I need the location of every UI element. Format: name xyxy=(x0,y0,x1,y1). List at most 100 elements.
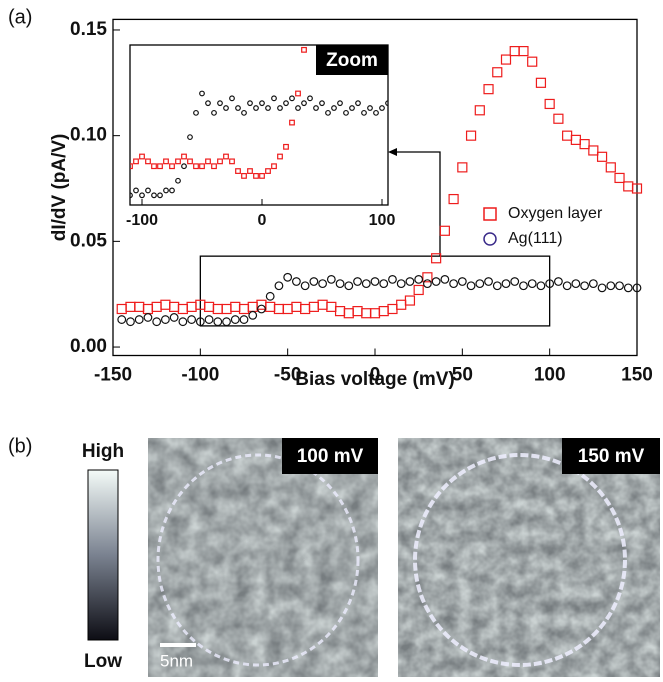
marker xyxy=(241,109,247,116)
inset-x-tick-label: 0 xyxy=(258,212,267,229)
marker xyxy=(562,130,573,141)
marker xyxy=(169,301,180,312)
x-tick-label: 100 xyxy=(534,365,566,386)
marker xyxy=(271,163,277,170)
marker xyxy=(259,173,265,179)
marker xyxy=(145,158,151,165)
marker xyxy=(605,162,616,173)
inset-title-box xyxy=(316,45,388,75)
marker xyxy=(181,153,187,160)
marker xyxy=(248,310,258,320)
marker xyxy=(413,284,424,296)
colorbar xyxy=(87,469,119,641)
marker xyxy=(596,151,608,162)
marker xyxy=(378,306,389,317)
arrow-head xyxy=(388,148,397,156)
marker xyxy=(133,187,139,194)
marker xyxy=(295,105,301,111)
marker xyxy=(229,95,235,102)
marker xyxy=(273,303,285,315)
marker xyxy=(318,279,328,289)
marker xyxy=(271,95,277,102)
marker xyxy=(588,145,599,156)
marker xyxy=(396,279,406,289)
marker xyxy=(500,54,512,65)
marker xyxy=(369,308,381,319)
marker xyxy=(139,192,145,199)
marker xyxy=(292,277,301,286)
marker xyxy=(431,253,442,264)
marker xyxy=(217,158,223,165)
marker xyxy=(300,281,310,291)
marker xyxy=(301,100,307,107)
marker xyxy=(361,308,372,319)
marker xyxy=(157,163,163,170)
marker xyxy=(325,109,331,116)
marker xyxy=(239,315,249,324)
marker xyxy=(579,139,590,150)
legend-marker xyxy=(483,207,497,221)
y-tick-label: 0.05 xyxy=(70,230,107,251)
marker xyxy=(385,100,388,107)
marker xyxy=(235,105,241,111)
marker xyxy=(465,130,477,141)
marker xyxy=(187,158,193,165)
stm-texture xyxy=(398,438,660,677)
marker xyxy=(545,279,555,289)
marker xyxy=(291,301,302,312)
marker xyxy=(247,168,253,174)
marker xyxy=(527,56,538,67)
marker xyxy=(213,317,223,327)
marker xyxy=(223,153,229,160)
marker xyxy=(175,158,181,165)
marker xyxy=(265,168,271,174)
marker xyxy=(211,109,217,116)
marker xyxy=(169,313,179,322)
marker xyxy=(334,306,346,317)
marker xyxy=(230,315,240,324)
scale-bar-label: 5nm xyxy=(160,651,193,670)
marker xyxy=(536,281,546,291)
label-box xyxy=(282,438,378,474)
marker xyxy=(223,105,229,111)
x-tick-label: -100 xyxy=(181,365,219,386)
island-edge xyxy=(413,453,627,667)
marker xyxy=(241,173,247,179)
marker xyxy=(282,303,293,315)
marker xyxy=(152,317,162,327)
marker xyxy=(337,100,343,107)
x-tick-label: 50 xyxy=(452,365,473,386)
marker xyxy=(349,105,355,111)
x-tick-label: 150 xyxy=(621,365,653,386)
marker xyxy=(388,275,397,284)
label-box xyxy=(562,438,660,474)
marker xyxy=(151,163,157,170)
panel-label: (a) xyxy=(8,6,32,28)
marker xyxy=(457,277,467,286)
x-axis-label: Bias voltage (mV) xyxy=(295,369,454,390)
marker xyxy=(212,303,223,315)
marker xyxy=(265,105,271,111)
marker xyxy=(631,183,643,194)
marker xyxy=(229,158,235,165)
stm-texture xyxy=(148,438,378,677)
marker xyxy=(134,315,144,324)
marker xyxy=(247,301,258,312)
marker xyxy=(553,113,564,124)
marker xyxy=(203,301,215,312)
marker xyxy=(300,303,311,315)
marker xyxy=(308,301,319,312)
marker xyxy=(235,168,241,174)
marker xyxy=(125,301,136,312)
marker xyxy=(295,90,301,97)
marker xyxy=(387,303,398,315)
marker xyxy=(151,192,157,199)
marker xyxy=(422,272,433,283)
marker xyxy=(151,301,162,312)
marker xyxy=(361,109,367,116)
legend-label: Ag(111) xyxy=(508,230,563,247)
marker xyxy=(309,277,319,286)
marker xyxy=(588,279,598,289)
marker xyxy=(370,277,380,286)
